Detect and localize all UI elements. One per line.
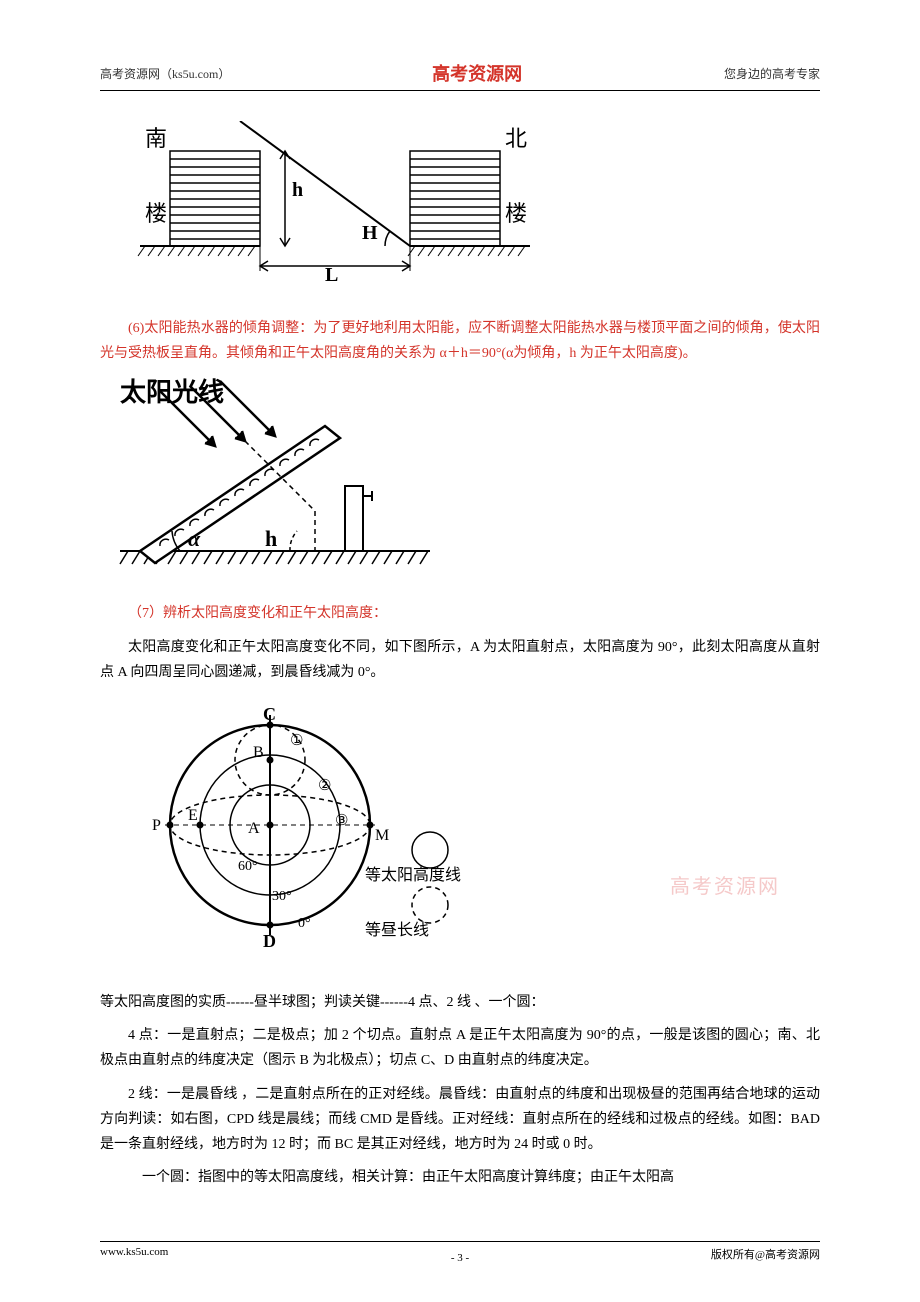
label-H-big: H: [362, 222, 378, 244]
para-circle: 一个圆：指图中的等太阳高度线，相关计算：由正午太阳高度计算纬度；由正午太阳高: [100, 1165, 820, 1190]
label-B: B: [253, 744, 264, 761]
page-footer: www.ks5u.com - 3 - 版权所有@高考资源网: [100, 1241, 820, 1262]
watermark: 高考资源网: [670, 870, 780, 899]
label-h2: h: [265, 526, 277, 551]
para-essence: 等太阳高度图的实质------昼半球图；判读关键------4 点、2 线 、一…: [100, 990, 820, 1015]
label-D: D: [263, 931, 276, 951]
footer-left: www.ks5u.com: [100, 1246, 168, 1262]
figure-solar-heater: 太阳光线 α h: [110, 376, 820, 581]
para-4points: 4 点：一是直射点；二是极点；加 2 个切点。直射点 A 是正午太阳高度为 90…: [100, 1023, 820, 1073]
label-circ1: ①: [290, 733, 303, 749]
paragraph-7-title: （7）辨析太阳高度变化和正午太阳高度：: [100, 601, 820, 626]
label-P: P: [152, 817, 161, 834]
footer-right: 版权所有@高考资源网: [711, 1246, 820, 1262]
figure-buildings: 南 北 楼 楼 h H L: [130, 121, 820, 296]
label-building-l: 楼: [145, 201, 167, 226]
label-E: E: [188, 807, 198, 824]
label-circ3: ③: [335, 813, 348, 829]
label-30: 30°: [272, 889, 292, 904]
header-left: 高考资源网（ks5u.com）: [100, 65, 230, 82]
header-center: 高考资源网: [432, 60, 522, 86]
label-building-r: 楼: [505, 201, 527, 226]
label-south: 南: [145, 126, 167, 151]
label-A: A: [248, 820, 260, 837]
legend-dashed: 等昼长线: [365, 921, 429, 939]
label-circ2: ②: [318, 778, 331, 794]
label-M: M: [375, 827, 389, 844]
paragraph-7-body: 太阳高度变化和正午太阳高度变化不同，如下图所示，A 为太阳直射点，太阳高度为 9…: [100, 635, 820, 685]
footer-center: - 3 -: [451, 1252, 469, 1264]
page-header: 高考资源网（ks5u.com） 高考资源网 您身边的高考专家: [100, 60, 820, 91]
header-right: 您身边的高考专家: [724, 65, 820, 82]
paragraph-6: (6)太阳能热水器的倾角调整：为了更好地利用太阳能，应不断调整太阳能热水器与楼顶…: [100, 316, 820, 366]
label-C: C: [263, 704, 276, 724]
label-60: 60°: [238, 859, 258, 874]
figure-sun-altitude: A B C D E P M ① ② ③ 60° 30° 0° 等太阳高度线 等昼…: [120, 695, 820, 970]
para-2lines: 2 线：一是晨昏线 ，二是直射点所在的正对经线。晨昏线：由直射点的纬度和出现极昼…: [100, 1082, 820, 1158]
label-0: 0°: [298, 916, 311, 931]
label-alpha: α: [188, 526, 201, 551]
label-h: h: [292, 179, 303, 201]
legend-solid: 等太阳高度线: [365, 866, 461, 884]
label-north: 北: [505, 126, 527, 151]
label-sunlight: 太阳光线: [120, 378, 224, 407]
label-L: L: [325, 264, 338, 286]
